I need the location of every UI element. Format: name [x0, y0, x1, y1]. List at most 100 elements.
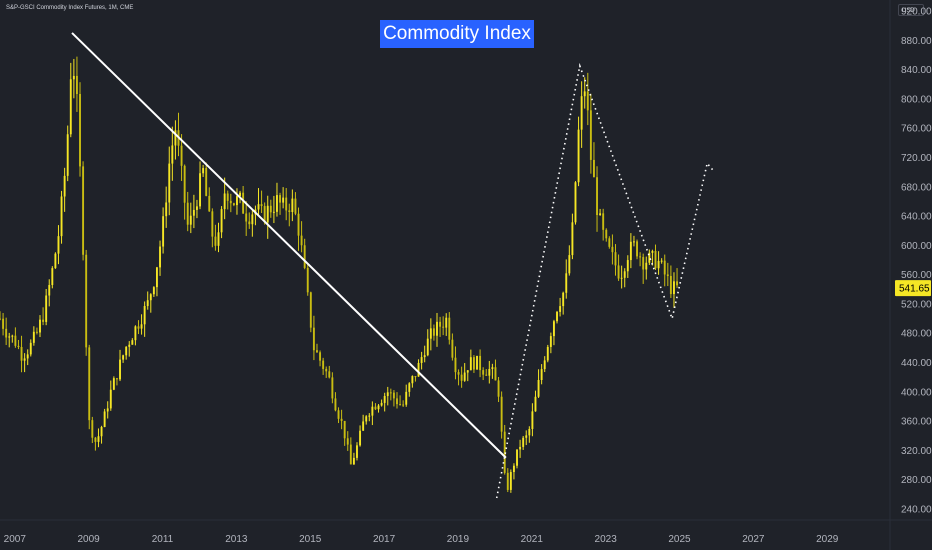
candle-body: [303, 245, 306, 268]
candle-body: [405, 391, 408, 405]
candle-body: [214, 236, 217, 246]
candle-body: [374, 406, 377, 410]
candle-body: [20, 346, 23, 361]
candle-body: [14, 335, 17, 346]
candle-body: [451, 339, 454, 358]
candle-body: [189, 215, 192, 225]
candle-body: [79, 94, 81, 167]
candle-body: [623, 271, 626, 278]
y-tick-label: 480.00: [901, 329, 932, 340]
candle-body: [574, 182, 577, 223]
candle-body: [466, 370, 469, 373]
y-tick-label: 680.00: [901, 182, 932, 193]
candle-body: [109, 389, 112, 409]
candle-body: [140, 324, 143, 329]
candle-body: [586, 91, 589, 111]
candle-body: [602, 213, 605, 230]
candle-body: [211, 211, 214, 237]
candle-body: [202, 168, 205, 174]
candle-body: [282, 197, 285, 203]
x-tick-label: 2029: [816, 534, 839, 545]
y-tick-label: 800.00: [901, 94, 932, 105]
candle-body: [614, 252, 617, 266]
candle-body: [186, 202, 189, 225]
candle-body: [245, 213, 248, 222]
candle-body: [673, 281, 675, 295]
candle-body: [605, 229, 608, 239]
candle-body: [276, 195, 278, 212]
candle-body: [39, 319, 41, 333]
symbol-label: S&P-GSCI Commodity Index Futures, 1M, CM…: [6, 5, 134, 11]
candle-body: [223, 193, 226, 210]
candle-body: [500, 396, 503, 432]
candle-body: [229, 200, 232, 204]
candle-body: [469, 357, 472, 371]
candle-body: [42, 319, 45, 322]
candle-body: [423, 355, 426, 358]
candle-body: [399, 404, 402, 406]
candle-body: [226, 193, 229, 201]
candle-body: [396, 398, 398, 405]
y-tick-label: 320.00: [901, 446, 932, 457]
candle-body: [589, 110, 592, 160]
candle-body: [599, 213, 602, 215]
candle-body: [494, 367, 497, 381]
candle-body: [297, 213, 300, 236]
y-tick-label: 760.00: [901, 124, 932, 135]
candle-body: [485, 374, 488, 376]
candle-body: [328, 371, 331, 378]
candle-body: [386, 392, 389, 397]
candle-body: [676, 281, 678, 286]
candle-body: [639, 256, 642, 258]
candle-body: [94, 437, 97, 442]
candle-body: [106, 408, 109, 412]
candle-body: [568, 255, 571, 274]
candle-body: [217, 232, 220, 246]
candle-body: [559, 306, 562, 312]
candle-body: [506, 472, 509, 490]
candle-body: [180, 145, 183, 166]
y-tick-label: 720.00: [901, 153, 932, 164]
y-tick-label: 400.00: [901, 387, 932, 398]
candle-body: [137, 326, 140, 329]
x-tick-label: 2025: [668, 534, 691, 545]
y-tick-label: 640.00: [901, 212, 932, 223]
candle-body: [666, 274, 669, 276]
candle-body: [112, 378, 115, 390]
candle-body: [540, 369, 543, 381]
x-tick-label: 2017: [373, 534, 396, 545]
candle-body: [479, 355, 482, 371]
x-tick-label: 2027: [742, 534, 765, 545]
chart-title: Commodity Index: [380, 20, 534, 48]
candle-body: [143, 306, 146, 325]
candle-body: [119, 359, 121, 380]
candle-body: [356, 445, 358, 458]
candle-body: [534, 396, 537, 412]
candle-body: [633, 241, 635, 243]
candle-body: [392, 392, 395, 399]
y-tick-label: 600.00: [901, 241, 932, 252]
candle-body: [349, 444, 352, 465]
candle-body: [516, 449, 518, 466]
candle-body: [69, 79, 72, 135]
candle-body: [152, 287, 155, 295]
candle-body: [125, 346, 128, 356]
candle-body: [103, 411, 106, 427]
candle-body: [100, 426, 103, 437]
candle-body: [580, 96, 583, 130]
candle-body: [174, 130, 177, 146]
candle-body: [23, 358, 26, 361]
candle-body: [546, 346, 549, 361]
candle-body: [291, 198, 294, 212]
currency-badge[interactable]: USD: [898, 4, 924, 16]
candle-body: [543, 360, 546, 370]
candle-body: [608, 238, 611, 247]
x-tick-label: 2013: [225, 534, 248, 545]
candle-body: [122, 355, 125, 360]
candle-body: [35, 331, 38, 333]
candle-body: [316, 350, 318, 353]
y-tick-label: 520.00: [901, 299, 932, 310]
candle-body: [472, 357, 475, 370]
candle-body: [343, 420, 346, 439]
